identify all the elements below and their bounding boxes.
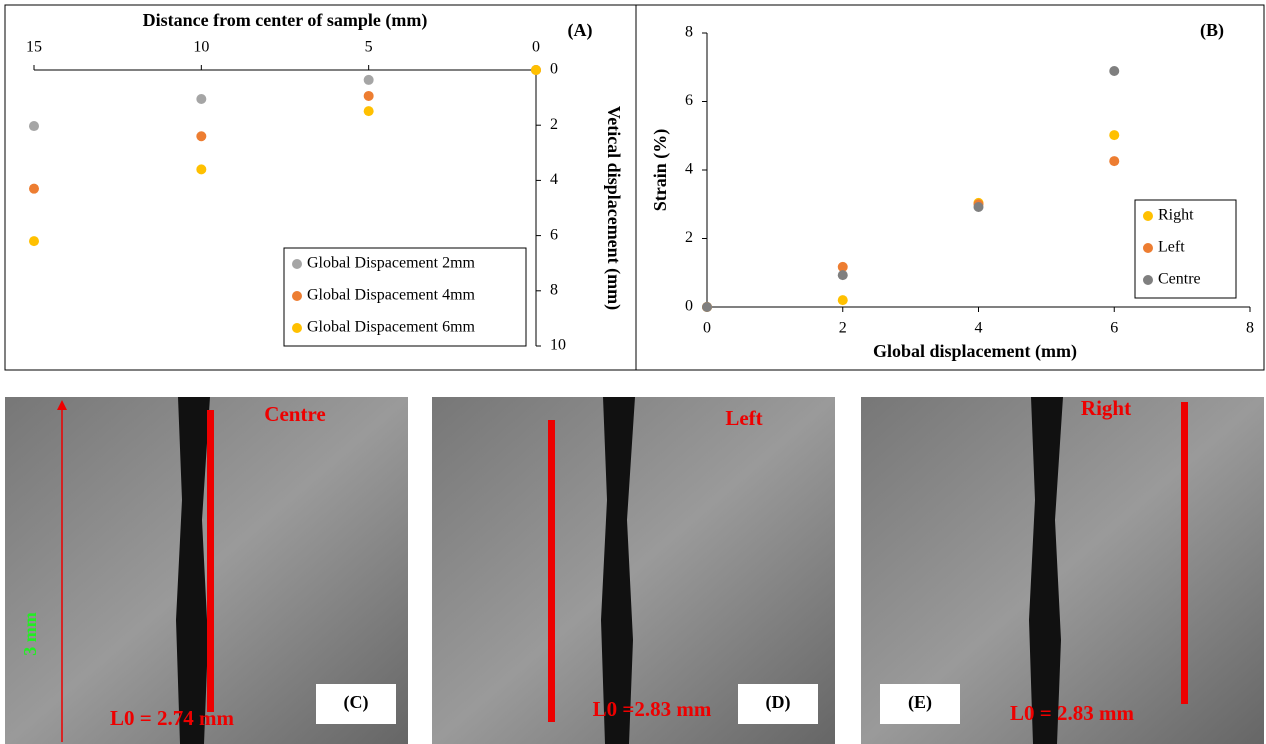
x-tick-label: 8	[1246, 320, 1254, 337]
point	[363, 90, 374, 101]
point	[837, 295, 848, 306]
panel-label: (E)	[908, 692, 932, 713]
legend-entry: Global Dispacement 6mm	[307, 319, 476, 336]
point	[531, 65, 541, 75]
legend-marker	[1143, 275, 1153, 285]
legend-marker	[292, 259, 302, 269]
chart-title: (B)	[1200, 20, 1224, 41]
y-tick-label: 8	[685, 24, 693, 41]
legend-entry: Centre	[1158, 271, 1201, 288]
position-label: Left	[725, 406, 762, 430]
length-label: L0 = 2.74 mm	[110, 706, 234, 730]
point	[29, 183, 39, 194]
point	[196, 164, 207, 175]
position-label: Right	[1081, 396, 1131, 420]
point	[363, 74, 374, 85]
crack	[601, 397, 635, 744]
point	[29, 121, 39, 132]
x-tick-label: 6	[1110, 320, 1118, 337]
point	[1109, 156, 1120, 167]
point	[837, 261, 848, 272]
y-tick-label: 10	[550, 337, 566, 354]
x-tick-label: 10	[193, 39, 209, 56]
y-tick-label: 2	[685, 229, 693, 246]
legend-marker	[292, 291, 302, 301]
panel-label: (C)	[344, 692, 369, 713]
y-tick-label: 2	[550, 116, 558, 133]
legend-entry: Right	[1158, 207, 1194, 224]
panel-frame	[635, 4, 1265, 371]
label-box	[316, 684, 396, 724]
point	[702, 302, 712, 312]
legend-marker	[292, 323, 302, 333]
crack	[176, 397, 210, 744]
legend-box	[283, 247, 527, 347]
y-tick-label: 8	[550, 281, 558, 298]
y-tick-label: 6	[550, 226, 558, 243]
position-label: Centre	[264, 402, 325, 426]
point	[837, 270, 848, 281]
x-tick-label: 4	[975, 320, 983, 337]
x-tick-label: 5	[365, 39, 373, 56]
x-tick-label: 2	[839, 320, 847, 337]
legend-entry: Global Dispacement 4mm	[307, 287, 476, 304]
x-axis-label: Distance from center of sample (mm)	[143, 10, 428, 31]
y-axis-label: Strain (%)	[650, 129, 671, 212]
point	[29, 236, 39, 247]
y-axis-label: Vetical displacement (mm)	[603, 106, 624, 310]
y-tick-label: 4	[550, 171, 558, 188]
scale-arrow	[57, 400, 67, 410]
gauge-line	[548, 420, 555, 722]
x-tick-label: 0	[703, 320, 711, 337]
x-axis-label: Global displacement (mm)	[873, 341, 1077, 362]
x-tick-label: 0	[532, 39, 540, 56]
point	[196, 93, 207, 104]
point	[196, 131, 207, 142]
legend-marker	[1143, 243, 1153, 253]
y-tick-label: 6	[685, 92, 693, 109]
gauge-line	[1181, 402, 1188, 704]
scale-label: 3 mm	[20, 612, 40, 656]
y-tick-label: 0	[550, 61, 558, 78]
y-tick-label: 0	[685, 298, 693, 315]
point	[973, 201, 984, 212]
point	[1109, 130, 1120, 141]
point	[363, 106, 374, 117]
gauge-line	[207, 410, 214, 712]
y-tick-label: 4	[685, 161, 693, 178]
label-box	[880, 684, 960, 724]
length-label: L0 =2.83 mm	[593, 697, 712, 721]
legend-entry: Global Dispacement 2mm	[307, 255, 476, 272]
crack	[1029, 397, 1063, 744]
chart-title: (A)	[568, 20, 593, 41]
length-label: L0 = 2.83 mm	[1010, 701, 1134, 725]
legend-marker	[1143, 211, 1153, 221]
legend-entry: Left	[1158, 239, 1185, 256]
panel-label: (D)	[766, 692, 791, 713]
point	[1109, 66, 1120, 77]
x-tick-label: 15	[26, 39, 42, 56]
label-box	[738, 684, 818, 724]
